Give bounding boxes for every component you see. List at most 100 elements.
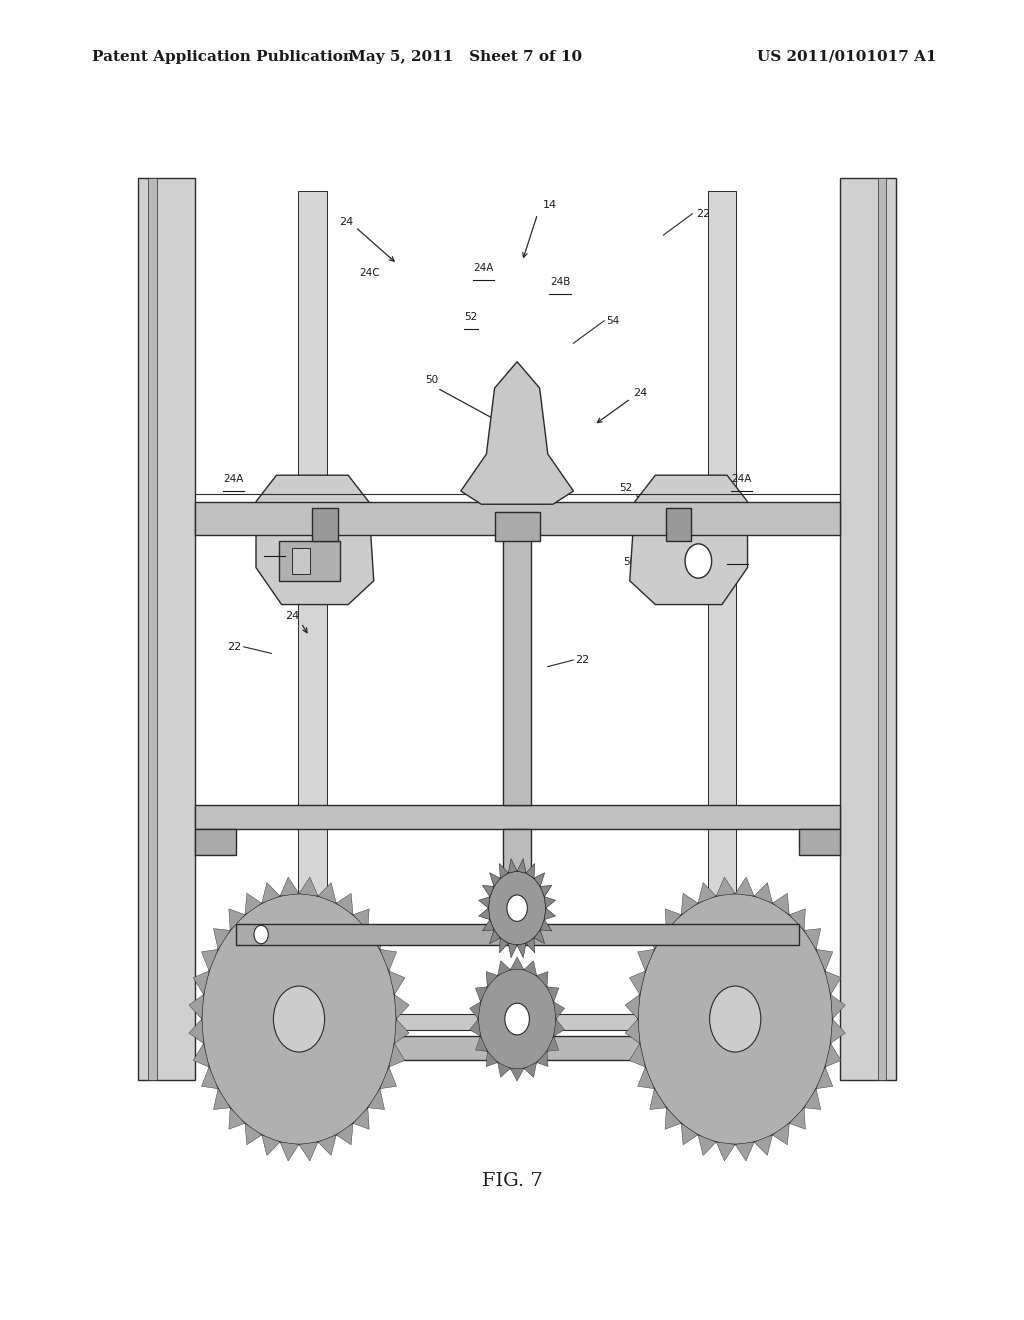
Polygon shape <box>524 1063 537 1077</box>
Polygon shape <box>389 972 404 994</box>
Bar <box>236 924 799 945</box>
Polygon shape <box>716 878 735 896</box>
Polygon shape <box>475 987 487 1002</box>
Circle shape <box>202 894 396 1144</box>
Polygon shape <box>638 1067 654 1089</box>
Polygon shape <box>534 929 545 944</box>
Polygon shape <box>500 939 508 953</box>
Polygon shape <box>202 949 218 972</box>
Polygon shape <box>508 858 517 873</box>
Polygon shape <box>189 1019 204 1044</box>
Bar <box>195 805 840 829</box>
Polygon shape <box>524 961 537 975</box>
Polygon shape <box>394 1019 409 1044</box>
Circle shape <box>685 544 712 578</box>
Text: FIG. 7: FIG. 7 <box>481 1172 543 1191</box>
Bar <box>799 829 840 855</box>
Polygon shape <box>830 1019 845 1044</box>
Polygon shape <box>545 908 556 920</box>
Polygon shape <box>755 883 772 903</box>
Text: 50: 50 <box>623 557 636 568</box>
Polygon shape <box>470 1019 480 1036</box>
Text: 24B: 24B <box>727 546 748 557</box>
Circle shape <box>273 986 325 1052</box>
Polygon shape <box>228 909 245 931</box>
Polygon shape <box>478 908 489 920</box>
Polygon shape <box>353 909 370 931</box>
Polygon shape <box>816 949 833 972</box>
Polygon shape <box>665 909 681 931</box>
Polygon shape <box>368 1089 384 1110</box>
Polygon shape <box>368 928 384 949</box>
Circle shape <box>638 894 833 1144</box>
Polygon shape <box>508 944 517 958</box>
Polygon shape <box>526 939 535 953</box>
Polygon shape <box>380 949 396 972</box>
Polygon shape <box>262 1135 280 1155</box>
Polygon shape <box>554 1002 564 1019</box>
Bar <box>840 178 896 1080</box>
Polygon shape <box>517 944 526 958</box>
Polygon shape <box>735 878 755 896</box>
Polygon shape <box>698 883 716 903</box>
Polygon shape <box>486 972 498 987</box>
Polygon shape <box>389 1044 404 1067</box>
Polygon shape <box>630 972 645 994</box>
Polygon shape <box>336 1123 353 1144</box>
Polygon shape <box>755 1135 772 1155</box>
Bar <box>312 508 338 541</box>
Polygon shape <box>650 928 667 949</box>
Text: 14: 14 <box>543 199 557 210</box>
Bar <box>195 502 840 535</box>
Polygon shape <box>245 894 262 915</box>
Polygon shape <box>299 878 318 896</box>
Polygon shape <box>735 1142 755 1160</box>
Polygon shape <box>228 1107 245 1129</box>
Polygon shape <box>681 1123 698 1144</box>
Polygon shape <box>772 1123 790 1144</box>
Bar <box>195 178 840 1080</box>
Polygon shape <box>517 858 526 873</box>
Circle shape <box>488 871 546 945</box>
Text: 24A: 24A <box>473 263 494 273</box>
Text: 24B: 24B <box>550 277 570 288</box>
Bar <box>148 178 157 1080</box>
Bar <box>495 512 540 541</box>
Polygon shape <box>541 920 552 931</box>
Circle shape <box>710 986 761 1052</box>
Text: 50: 50 <box>321 546 334 557</box>
Polygon shape <box>498 1063 510 1077</box>
Text: 22: 22 <box>696 209 711 219</box>
Polygon shape <box>681 894 698 915</box>
Polygon shape <box>318 883 336 903</box>
Bar <box>298 191 327 1067</box>
Polygon shape <box>545 896 556 908</box>
Bar <box>666 508 691 541</box>
Polygon shape <box>816 1067 833 1089</box>
Polygon shape <box>537 972 548 987</box>
Text: 24: 24 <box>633 388 647 399</box>
Polygon shape <box>202 1067 218 1089</box>
Polygon shape <box>353 1107 370 1129</box>
Polygon shape <box>194 972 209 994</box>
Polygon shape <box>470 1002 480 1019</box>
Polygon shape <box>280 1142 299 1160</box>
Text: 50: 50 <box>425 375 438 385</box>
Text: 52: 52 <box>465 312 477 322</box>
Polygon shape <box>534 873 545 887</box>
Polygon shape <box>537 1051 548 1067</box>
Polygon shape <box>626 1019 640 1044</box>
Polygon shape <box>665 1107 681 1129</box>
Polygon shape <box>256 475 374 605</box>
Polygon shape <box>716 1142 735 1160</box>
Polygon shape <box>194 1044 209 1067</box>
Bar <box>195 829 236 855</box>
Bar <box>878 178 886 1080</box>
Polygon shape <box>318 1135 336 1155</box>
Polygon shape <box>510 957 524 970</box>
Polygon shape <box>336 894 353 915</box>
Bar <box>503 829 531 898</box>
Polygon shape <box>489 873 501 887</box>
Polygon shape <box>804 928 820 949</box>
Text: 24: 24 <box>285 611 299 622</box>
